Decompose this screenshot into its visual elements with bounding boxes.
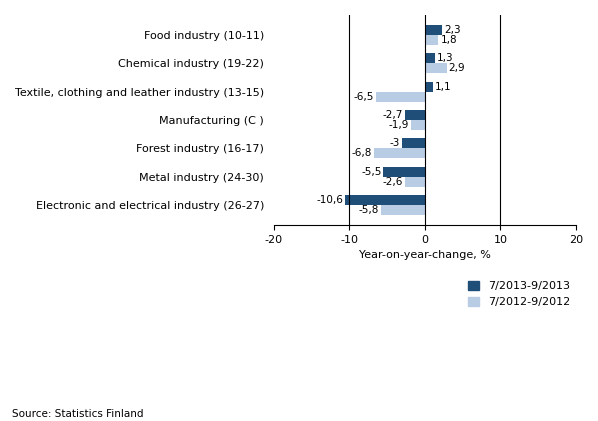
Text: -2,7: -2,7 xyxy=(382,110,402,120)
Text: -5,5: -5,5 xyxy=(361,167,382,177)
Text: -10,6: -10,6 xyxy=(316,195,343,205)
Text: -3: -3 xyxy=(390,139,400,148)
Bar xyxy=(381,205,425,215)
Bar xyxy=(404,110,425,120)
Text: -5,8: -5,8 xyxy=(359,205,379,215)
Bar xyxy=(425,82,433,92)
Legend: 7/2013-9/2013, 7/2012-9/2012: 7/2013-9/2013, 7/2012-9/2012 xyxy=(468,281,570,307)
Text: 1,1: 1,1 xyxy=(435,82,451,92)
Text: -1,9: -1,9 xyxy=(388,120,408,130)
Bar xyxy=(405,177,425,187)
Text: 2,3: 2,3 xyxy=(444,25,461,35)
Bar xyxy=(425,53,435,63)
Text: 1,3: 1,3 xyxy=(437,53,453,63)
Text: 2,9: 2,9 xyxy=(448,63,465,73)
Bar xyxy=(374,148,425,158)
Text: -6,8: -6,8 xyxy=(351,148,371,158)
Bar xyxy=(383,167,425,177)
X-axis label: Year-on-year-change, %: Year-on-year-change, % xyxy=(359,250,491,260)
Text: Source: Statistics Finland: Source: Statistics Finland xyxy=(12,409,144,419)
Text: 1,8: 1,8 xyxy=(440,35,457,45)
Bar xyxy=(402,139,425,148)
Bar xyxy=(376,92,425,101)
Text: -6,5: -6,5 xyxy=(353,91,374,101)
Bar xyxy=(345,195,425,205)
Bar xyxy=(411,120,425,130)
Bar xyxy=(425,25,443,35)
Text: -2,6: -2,6 xyxy=(383,177,404,187)
Bar xyxy=(425,63,447,73)
Bar xyxy=(425,35,438,45)
